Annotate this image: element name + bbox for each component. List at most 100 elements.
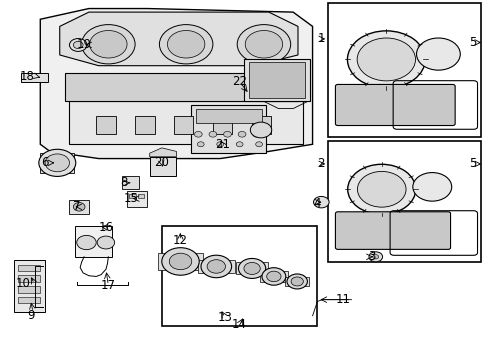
Text: 18: 18 [20,70,34,83]
Bar [21,73,47,82]
Circle shape [238,258,265,278]
Bar [251,116,271,134]
Bar [19,297,40,303]
Bar [174,116,193,134]
Circle shape [159,24,212,64]
Circle shape [346,31,425,88]
Text: 2: 2 [317,157,324,170]
Text: 14: 14 [232,318,246,331]
Bar [19,265,40,271]
Text: 5: 5 [468,36,476,49]
Circle shape [372,255,378,259]
Circle shape [45,154,69,172]
Circle shape [97,236,115,249]
Circle shape [223,131,231,137]
Text: 3: 3 [367,250,375,263]
Circle shape [250,122,271,138]
Polygon shape [60,12,297,66]
Bar [198,260,234,273]
Circle shape [244,31,282,58]
Text: 7: 7 [73,200,81,213]
Text: 9: 9 [27,309,34,322]
Polygon shape [40,9,312,158]
Circle shape [194,131,202,137]
Text: 19: 19 [76,38,91,51]
Bar [327,3,480,137]
Circle shape [416,38,459,70]
Bar [19,275,40,282]
Circle shape [77,235,96,249]
Circle shape [286,274,307,289]
Circle shape [236,142,243,147]
Circle shape [252,131,260,137]
Circle shape [262,268,285,285]
Circle shape [73,203,85,211]
Text: 17: 17 [101,279,116,292]
Circle shape [69,39,87,51]
Bar [122,176,139,189]
Text: 6: 6 [41,156,49,169]
Text: 11: 11 [335,293,350,306]
Circle shape [216,142,223,147]
Circle shape [208,131,216,137]
Circle shape [357,171,405,207]
Circle shape [39,149,76,176]
Bar [327,141,480,262]
Text: 8: 8 [120,176,127,189]
Bar [259,271,287,282]
Text: 22: 22 [232,75,246,88]
Bar [126,191,147,207]
Text: 20: 20 [154,156,169,169]
Bar [128,194,135,198]
Circle shape [255,142,262,147]
Bar [196,109,261,123]
Circle shape [237,24,290,64]
Bar [158,253,203,270]
Circle shape [197,142,203,147]
Circle shape [89,31,127,58]
Text: 21: 21 [215,138,230,151]
Text: 16: 16 [98,221,113,234]
Circle shape [412,172,451,201]
Bar [235,262,268,274]
Bar [96,116,116,134]
Circle shape [73,41,83,49]
Bar [191,105,266,153]
Text: 15: 15 [123,192,138,205]
Circle shape [244,262,260,274]
Text: 13: 13 [217,311,232,324]
Text: 5: 5 [468,157,476,170]
Circle shape [238,131,245,137]
Bar [69,200,89,214]
Bar [40,153,74,173]
Circle shape [169,253,191,270]
Text: 4: 4 [313,197,321,210]
Bar [149,157,176,176]
Text: 1: 1 [317,32,324,45]
Bar [137,194,144,198]
Bar [14,260,45,312]
Circle shape [347,164,415,214]
Circle shape [313,197,328,208]
Circle shape [162,248,199,275]
Bar [19,286,40,293]
Polygon shape [69,102,302,144]
Text: 10: 10 [16,277,30,290]
Bar [244,59,309,102]
Circle shape [356,38,415,81]
Circle shape [290,277,303,286]
Bar [285,277,309,286]
FancyBboxPatch shape [335,212,449,249]
Bar [75,226,112,257]
Circle shape [266,271,281,282]
Text: 12: 12 [172,234,187,247]
Bar [64,73,297,102]
Bar [162,226,317,327]
Circle shape [201,255,231,278]
Bar [249,62,305,98]
Circle shape [167,31,204,58]
Circle shape [81,24,135,64]
Circle shape [368,252,382,262]
Circle shape [207,260,225,273]
Bar [135,116,154,134]
